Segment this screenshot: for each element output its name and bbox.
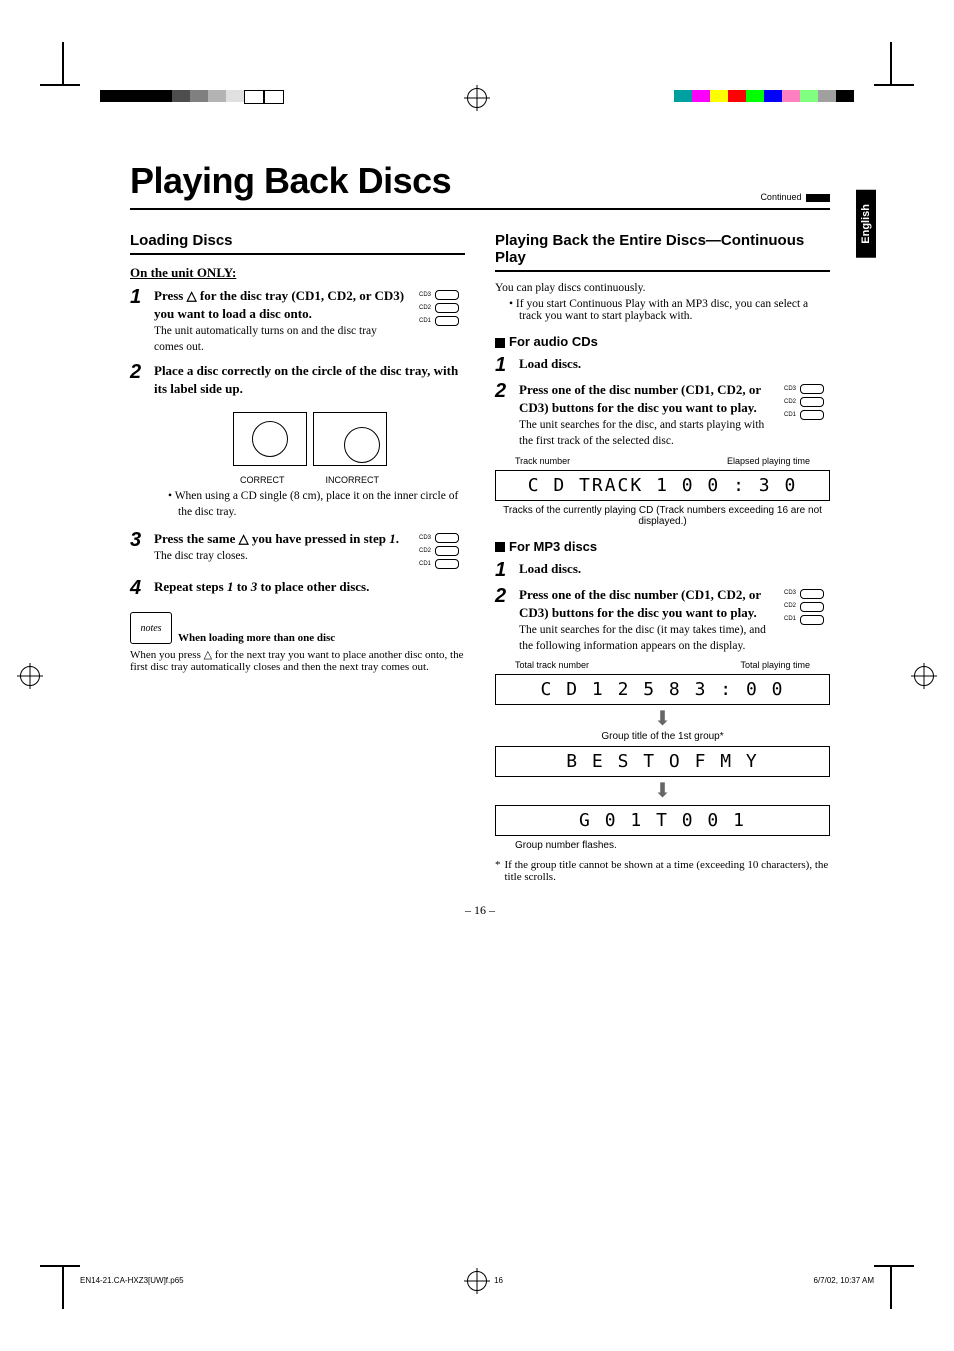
display-labels-row: Track number Elapsed playing time [495, 456, 830, 466]
step-number: 4 [130, 578, 146, 598]
mp3-step-2-text: Press one of the disc number (CD1, CD2, … [519, 586, 774, 622]
lcd-display-mp3-2: B E S T O F M Y [495, 746, 830, 777]
label-total-track: Total track number [515, 660, 589, 670]
footer-datetime: 6/7/02, 10:37 AM [814, 1276, 875, 1285]
registration-mark [467, 88, 487, 108]
step-1-detail: The unit automatically turns on and the … [154, 323, 409, 355]
display-caption-group-title: Group title of the 1st group* [495, 731, 830, 742]
page: English Playing Back Discs Continued Loa… [0, 0, 954, 1351]
step-3-text: Press the same △ you have pressed in ste… [154, 530, 409, 548]
mp3-step-1-text: Load discs. [519, 560, 830, 580]
crop-mark [40, 84, 80, 86]
down-arrow-icon: ⬇ [495, 709, 830, 729]
colorbar-right [674, 90, 854, 102]
step-4: 4 Repeat steps 1 to 3 to place other dis… [130, 578, 465, 598]
display-labels-row: Total track number Total playing time [495, 660, 830, 670]
cd-tray-buttons-diagram: CD3 CD2 CD1 [417, 287, 465, 356]
continued-label: Continued [760, 192, 830, 202]
note-body: When you press △ for the next tray you w… [130, 648, 465, 673]
cd-tray-buttons-diagram: CD3 CD2 CD1 [417, 530, 465, 572]
display-caption-group-flash: Group number flashes. [495, 840, 830, 851]
audio-step-1-text: Load discs. [519, 355, 830, 375]
mp3-step-2-detail: The unit searches for the disc (it may t… [519, 622, 774, 654]
content-area: English Playing Back Discs Continued Loa… [130, 160, 830, 918]
square-bullet-icon [495, 542, 505, 552]
cd-number-buttons-diagram: CD3 CD2 CD1 [782, 381, 830, 450]
right-column: Playing Back the Entire Discs—Continuous… [495, 222, 830, 883]
step-number: 1 [495, 355, 511, 375]
crop-mark [874, 84, 914, 86]
audio-step-2-detail: The unit searches for the disc, and star… [519, 417, 774, 449]
crop-mark [890, 42, 892, 84]
language-tab: English [856, 190, 876, 258]
colorbar-left [100, 90, 284, 102]
footer-metadata: EN14-21.CA-HXZ3[UW]f.p65 16 6/7/02, 10:3… [80, 1276, 874, 1285]
crop-mark [62, 1267, 64, 1309]
columns: Loading Discs On the unit ONLY: 1 Press … [130, 222, 830, 883]
step-4-text: Repeat steps 1 to 3 to place other discs… [154, 578, 465, 596]
down-arrow-icon: ⬇ [495, 781, 830, 801]
step-body: Press △ for the disc tray (CD1, CD2, or … [154, 287, 465, 356]
step-2: 2 Place a disc correctly on the circle o… [130, 362, 465, 525]
label-elapsed-time: Elapsed playing time [727, 456, 810, 466]
footer-page: 16 [494, 1276, 503, 1285]
page-title: Playing Back Discs [130, 160, 830, 202]
continued-arrow-icon [806, 194, 830, 202]
page-number: – 16 – [130, 903, 830, 918]
crop-mark [40, 1265, 80, 1267]
lcd-display-audio: C D TRACK 1 0 0 : 3 0 [495, 470, 830, 501]
square-bullet-icon [495, 338, 505, 348]
label-track-number: Track number [515, 456, 570, 466]
continued-text: Continued [760, 192, 801, 202]
note-title: When loading more than one disc [178, 632, 335, 644]
cd-number-buttons-diagram: CD3 CD2 CD1 [782, 586, 830, 655]
step-number: 1 [495, 560, 511, 580]
label-correct: CORRECT [240, 474, 285, 487]
lcd-display-mp3-1: C D 1 2 5 8 3 : 0 0 [495, 674, 830, 705]
section-rule [130, 253, 465, 255]
footnote: * If the group title cannot be shown at … [495, 859, 830, 883]
intro-bullet: • If you start Continuous Play with an M… [509, 298, 830, 322]
step-number: 2 [495, 381, 511, 450]
notes-block: notes When loading more than one disc [130, 612, 465, 644]
title-rule [130, 208, 830, 210]
step-1-text: Press △ for the disc tray (CD1, CD2, or … [154, 287, 409, 323]
audio-step-2: 2 Press one of the disc number (CD1, CD2… [495, 381, 830, 450]
sub-heading-audio-cds: For audio CDs [495, 334, 830, 349]
lcd-display-mp3-3: G 0 1 T 0 0 1 [495, 805, 830, 836]
audio-step-2-text: Press one of the disc number (CD1, CD2, … [519, 381, 774, 417]
display-caption-audio: Tracks of the currently playing CD (Trac… [495, 505, 830, 527]
audio-step-1: 1 Load discs. [495, 355, 830, 375]
intro-line-1: You can play discs continuously. [495, 282, 830, 294]
mp3-step-2: 2 Press one of the disc number (CD1, CD2… [495, 586, 830, 655]
section-heading-continuous: Playing Back the Entire Discs—Continuous… [495, 232, 830, 266]
notes-icon: notes [130, 612, 172, 644]
label-incorrect: INCORRECT [326, 474, 380, 487]
step-2-text: Place a disc correctly on the circle of … [154, 362, 465, 398]
section-heading-loading: Loading Discs [130, 232, 465, 249]
registration-mark [20, 666, 40, 686]
sub-heading-mp3: For MP3 discs [495, 539, 830, 554]
step-3: 3 Press the same △ you have pressed in s… [130, 530, 465, 572]
mp3-step-1: 1 Load discs. [495, 560, 830, 580]
step-number: 1 [130, 287, 146, 356]
on-unit-only: On the unit ONLY: [130, 265, 465, 281]
step-number: 2 [495, 586, 511, 655]
crop-mark [890, 1267, 892, 1309]
disc-placement-diagram: CORRECT INCORRECT [220, 406, 400, 484]
left-column: Loading Discs On the unit ONLY: 1 Press … [130, 222, 465, 883]
registration-mark [914, 666, 934, 686]
crop-mark [874, 1265, 914, 1267]
crop-mark [62, 42, 64, 84]
step-3-detail: The disc tray closes. [154, 548, 409, 564]
step-number: 3 [130, 530, 146, 572]
step-1: 1 Press △ for the disc tray (CD1, CD2, o… [130, 287, 465, 356]
section-rule [495, 270, 830, 272]
step-number: 2 [130, 362, 146, 525]
step-2-bullet: • When using a CD single (8 cm), place i… [168, 488, 465, 520]
label-total-time: Total playing time [740, 660, 810, 670]
footer-file: EN14-21.CA-HXZ3[UW]f.p65 [80, 1276, 184, 1285]
